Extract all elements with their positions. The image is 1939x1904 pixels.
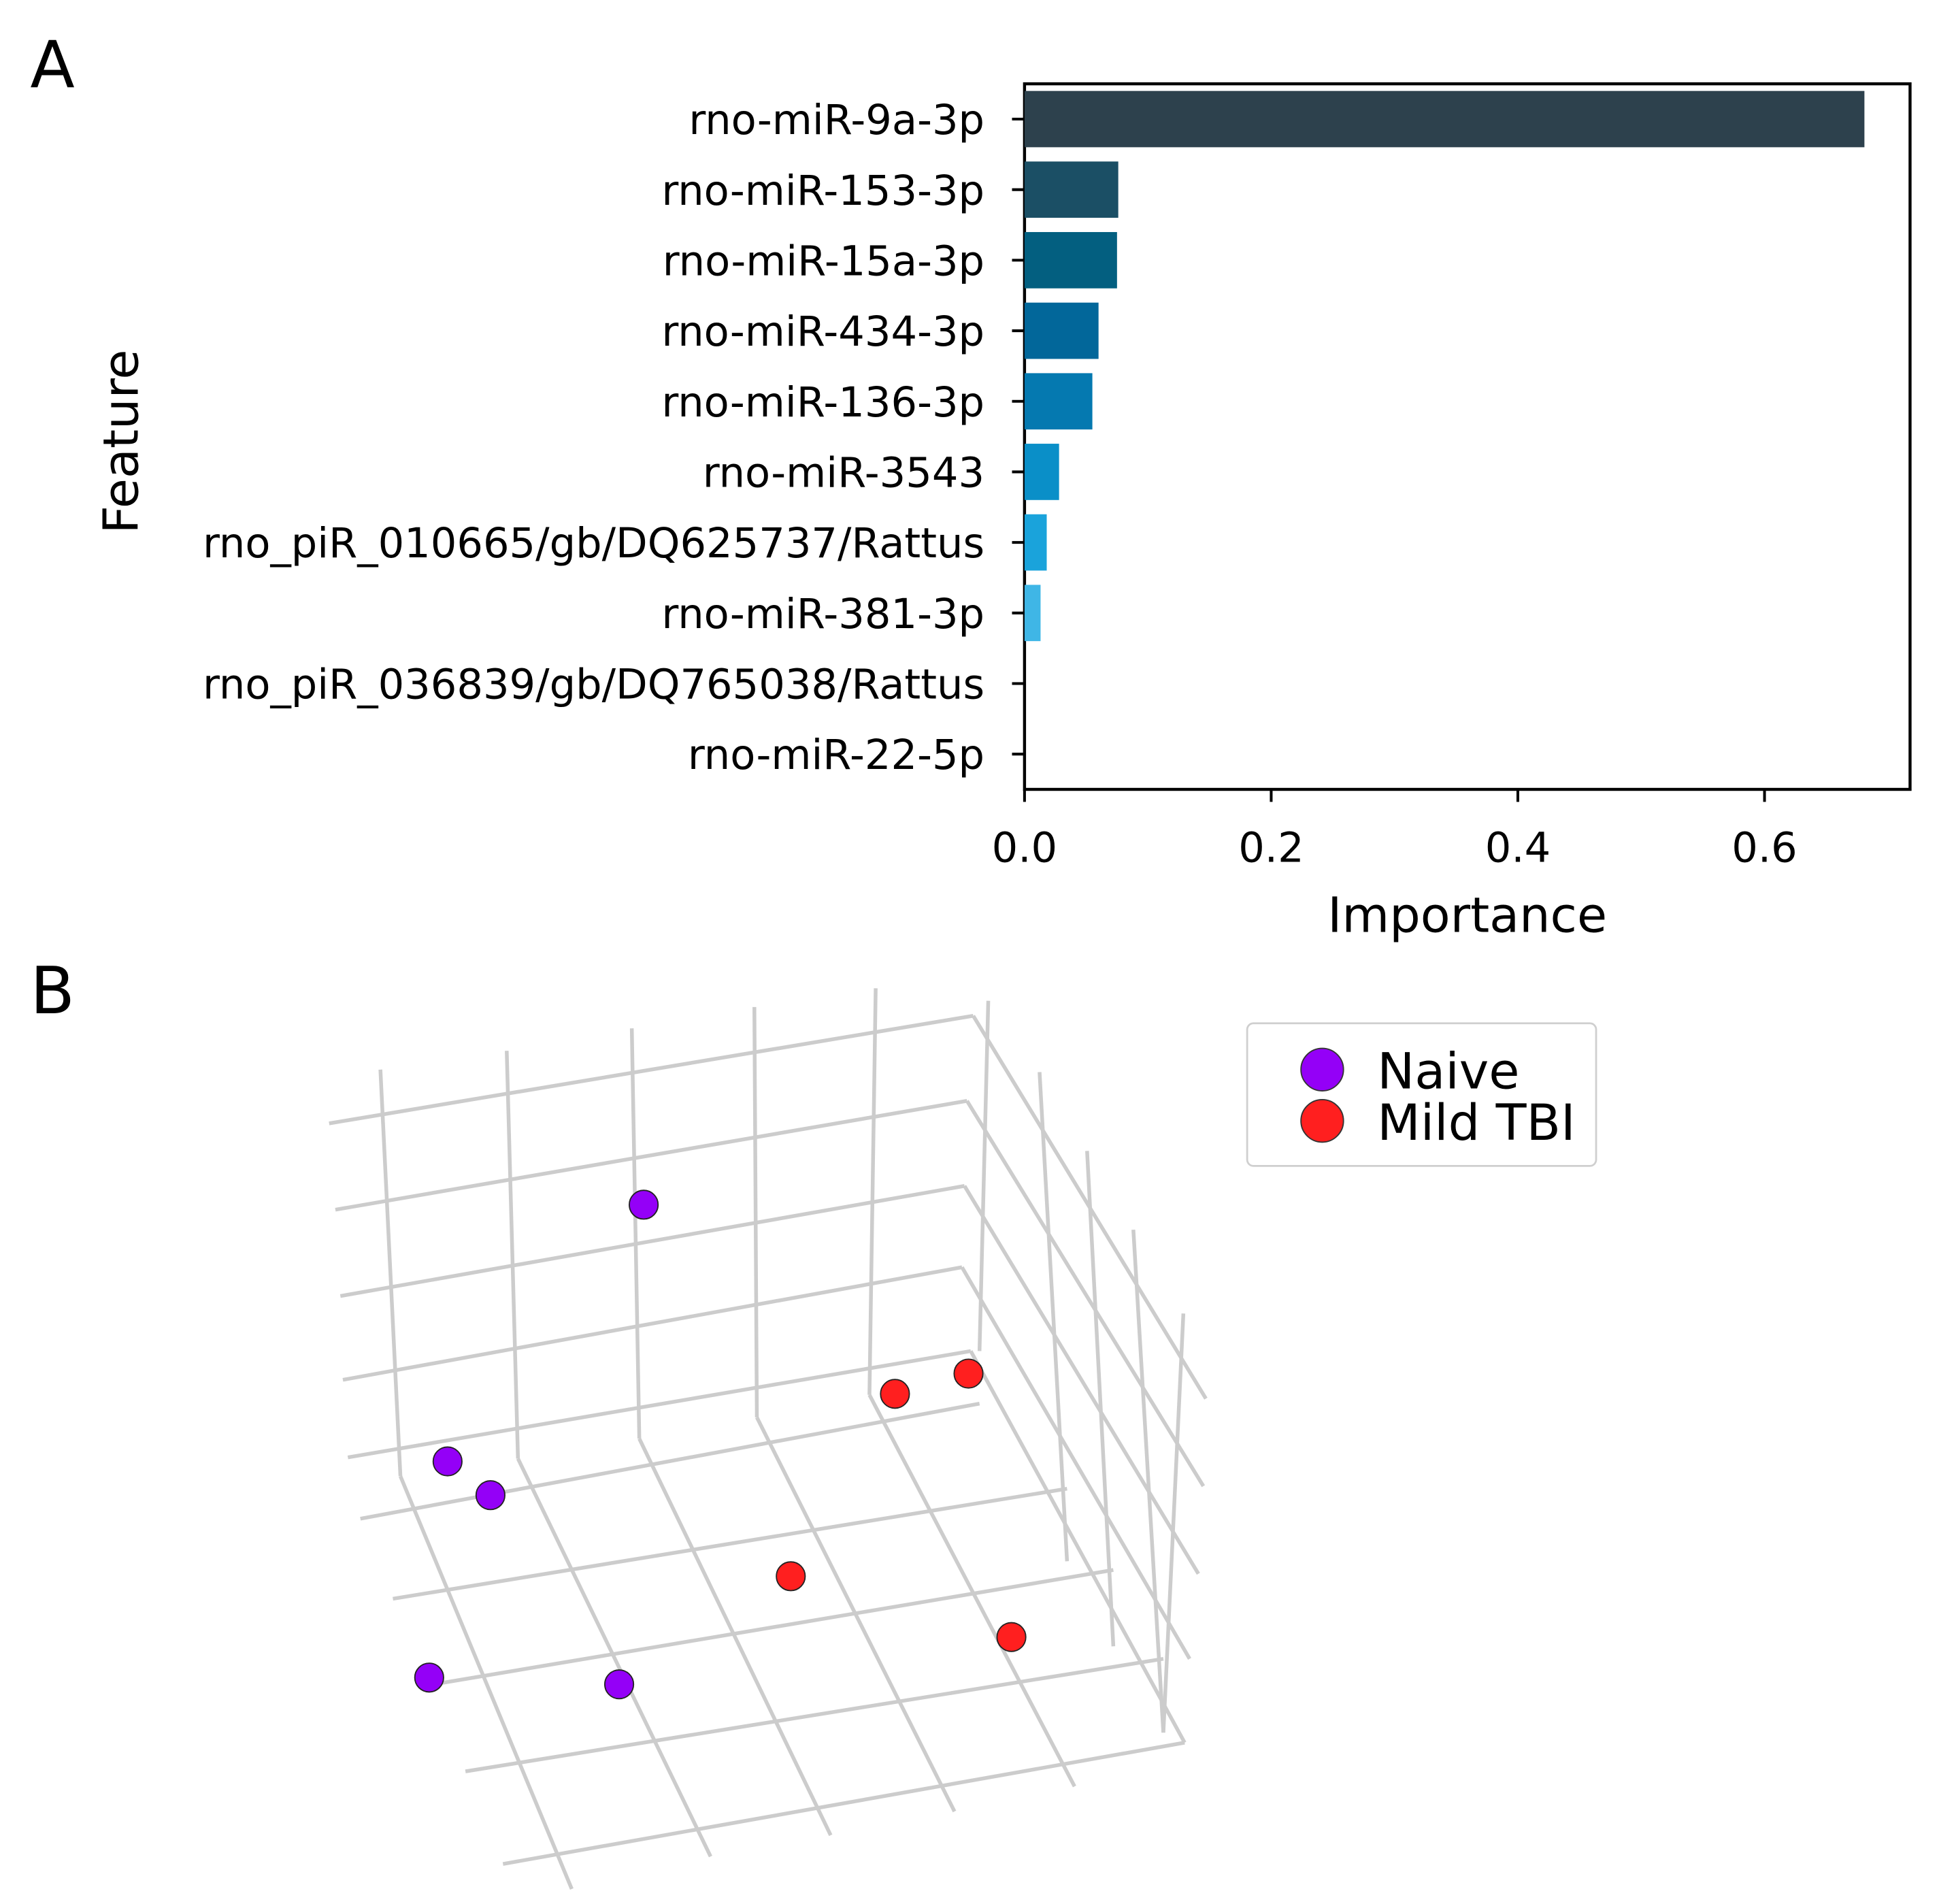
grid-line [347, 1349, 972, 1460]
panel-a: A rno-miR-9a-3p rno-miR-153-3p rno-miR-15a… [30, 27, 1912, 944]
grid-line [393, 1486, 1067, 1601]
grid-line [339, 1184, 965, 1298]
grid-line [629, 1028, 642, 1439]
bar [1024, 302, 1099, 359]
grid-line [977, 1000, 991, 1351]
y-tick-label: rno-miR-22-5p [688, 732, 984, 779]
panel-a-label: A [30, 27, 74, 103]
bar [1024, 161, 1118, 218]
y-tick-label: rno-miR-381-3p [661, 591, 984, 638]
y-tick-label: rno-miR-3543 [703, 449, 984, 497]
grid-line [1131, 1229, 1165, 1733]
grid-line [429, 1568, 1114, 1688]
scatter-point-mild-tbi [776, 1561, 806, 1592]
bar [1024, 373, 1093, 430]
scatter-point-mild-tbi [880, 1379, 910, 1409]
panel-b: B Naive Mild TBI [30, 953, 1597, 1890]
legend-marker-naive [1300, 1047, 1344, 1091]
legend-marker-mild-tbi [1300, 1099, 1344, 1143]
y-tick-label: rno-miR-15a-3p [663, 237, 984, 285]
bar [1024, 232, 1117, 289]
grid-line [378, 1069, 403, 1477]
y-tick-label: rno-miR-153-3p [661, 167, 984, 215]
legend-label-naive: Naive [1377, 1043, 1519, 1100]
scatter-point-mild-tbi [996, 1622, 1027, 1652]
bar [1024, 444, 1059, 500]
grid-line [965, 1100, 1206, 1488]
x-axis-label: Importance [1327, 887, 1607, 944]
legend-label-mild-tbi: Mild TBI [1377, 1094, 1575, 1152]
grid-line [502, 1741, 1185, 1866]
x-tick-label: 0.6 [1731, 825, 1797, 872]
scatter-point-naive [604, 1669, 635, 1700]
grid-line [1038, 1072, 1070, 1562]
x-ticks: 0.0 0.2 0.4 0.6 [992, 789, 1797, 872]
bar [1024, 585, 1041, 642]
y-tick-label: rno_piR_010665/gb/DQ625737/Rattus [203, 520, 984, 568]
grid-line [360, 1401, 980, 1521]
grid-line [516, 1458, 712, 1858]
bar [1024, 514, 1047, 571]
scatter-point-naive [475, 1480, 506, 1511]
grid-line [960, 1266, 1191, 1660]
grid-line [755, 1416, 957, 1813]
y-tick-label: rno-miR-9a-3p [689, 97, 984, 144]
grid-line [867, 1394, 1076, 1788]
grid-line [465, 1656, 1164, 1773]
plot-frame [1023, 82, 1912, 791]
scatter-points [414, 1189, 1027, 1700]
grid-line [752, 1006, 759, 1417]
scatter-point-naive [414, 1662, 444, 1693]
scatter-point-mild-tbi [953, 1358, 984, 1389]
grid-line [867, 988, 878, 1395]
y-tick-label: rno-miR-136-3p [661, 379, 984, 427]
y-tick-labels: rno-miR-9a-3p rno-miR-153-3p rno-miR-15a-3… [203, 97, 1025, 779]
grid-line [969, 1350, 1187, 1744]
y-tick-label: rno-miR-434-3p [661, 308, 984, 356]
bar [1024, 91, 1865, 148]
grid-line [335, 1099, 967, 1212]
x-tick-label: 0.2 [1238, 825, 1304, 872]
grid-line [329, 1014, 974, 1126]
grid-line [1085, 1151, 1116, 1647]
x-tick-label: 0.4 [1485, 825, 1551, 872]
grid-line [505, 1051, 520, 1459]
legend: Naive Mild TBI [1246, 1022, 1597, 1167]
scatter-point-naive [629, 1189, 659, 1220]
x-tick-label: 0.0 [992, 825, 1057, 872]
y-axis-label: Feature [92, 349, 149, 534]
panel-b-label: B [30, 953, 75, 1029]
grid-line [1161, 1313, 1186, 1733]
grid-line [963, 1185, 1200, 1575]
grid-line [637, 1437, 833, 1837]
scatter-point-naive [432, 1446, 463, 1477]
bar-group [1024, 91, 1865, 642]
grid-3d [329, 988, 1208, 1890]
grid-line [342, 1265, 963, 1382]
grid-line [398, 1475, 574, 1890]
y-tick-label: rno_piR_036839/gb/DQ765038/Rattus [203, 661, 984, 709]
